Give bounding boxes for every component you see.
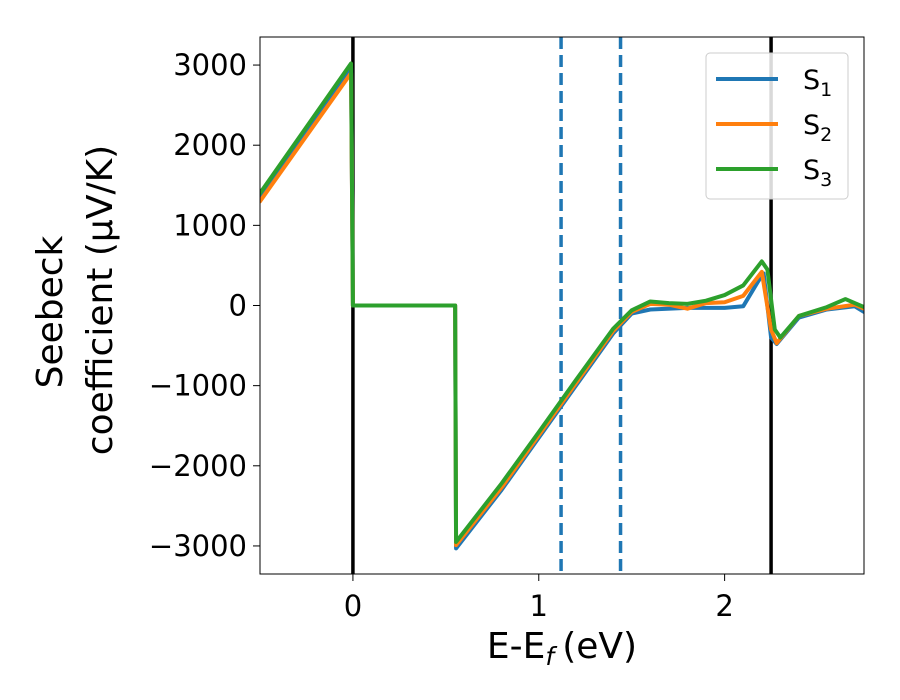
series-line-3 bbox=[260, 61, 864, 544]
x-axis-label: E-Ef (eV) bbox=[487, 626, 637, 671]
x-tick-label: 0 bbox=[344, 589, 362, 623]
y-axis-label-line1: Seebeck bbox=[30, 235, 71, 388]
y-tick-label: −1000 bbox=[149, 369, 247, 403]
y-tick-label: 1000 bbox=[173, 208, 247, 242]
y-axis: 3000 2000 1000 0 −1000 −2000 −3000 bbox=[149, 48, 260, 563]
series-lines bbox=[260, 61, 864, 551]
x-tick-label: 2 bbox=[715, 589, 733, 623]
y-tick-label: 3000 bbox=[173, 48, 247, 82]
y-tick-label: −3000 bbox=[149, 529, 247, 563]
legend-label-1: S1 bbox=[803, 65, 832, 101]
y-tick-label: −2000 bbox=[149, 449, 247, 483]
y-tick-label: 0 bbox=[229, 289, 247, 323]
y-axis-label-line2: coefficient (μV/K) bbox=[80, 145, 121, 455]
x-tick-label: 1 bbox=[530, 589, 548, 623]
y-tick-label: 2000 bbox=[173, 128, 247, 162]
x-axis: 0 1 2 bbox=[344, 574, 734, 623]
legend-label-2: S2 bbox=[803, 110, 832, 146]
legend-label-3: S3 bbox=[803, 155, 832, 191]
legend: S1 S2 S3 bbox=[705, 52, 849, 200]
